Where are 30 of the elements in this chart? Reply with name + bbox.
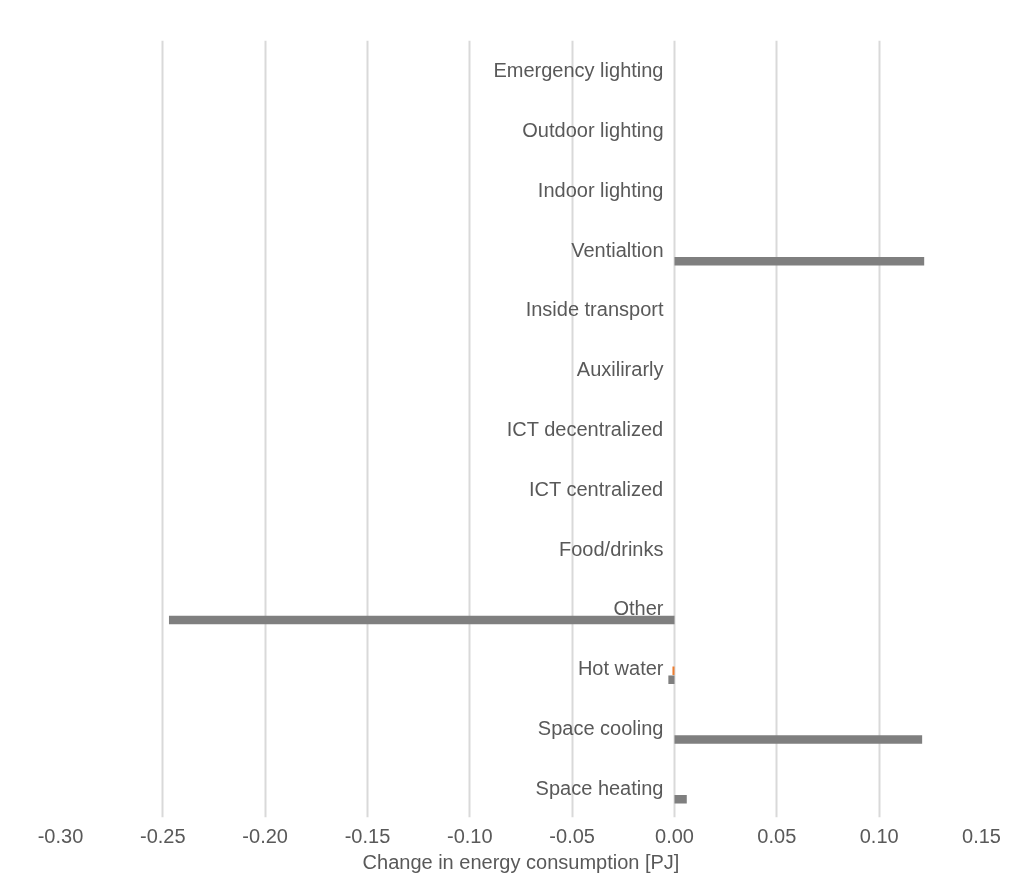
bar [168,615,675,625]
bar [674,795,687,804]
y-tick-label: Emergency lighting [493,59,664,82]
y-tick-label: Auxilirarly [576,358,664,381]
bar [674,735,923,744]
x-axis-title: Change in energy consumption [PJ] [362,850,680,873]
y-tick-label: Food/drinks [559,537,664,560]
y-tick-label: ICT decentralized [506,418,664,440]
x-tick-label: -0.15 [344,824,391,847]
x-tick-label: -0.05 [549,824,595,847]
y-tick-label: Ventialtion [571,238,664,261]
y-tick-label: Hot water [577,657,664,680]
x-tick-label: -0.25 [140,824,186,847]
y-tick-label: Space cooling [537,716,664,739]
x-tick-label: 0.15 [962,824,1001,847]
x-tick-label: -0.30 [37,824,84,847]
y-tick-label: Space heating [535,776,664,799]
x-tick-label: 0.00 [655,824,694,847]
x-tick-label: -0.20 [242,824,288,847]
y-tick-label: Outdoor lighting [522,119,664,142]
y-tick-label: ICT centralized [529,477,664,500]
y-tick-label: Other [613,597,664,620]
x-tick-label: -0.10 [447,824,493,847]
x-tick-label: 0.10 [859,824,899,847]
y-tick-label: Inside transport [525,298,664,321]
y-tick-label: Indoor lighting [537,178,664,201]
bar [668,675,675,684]
bar [672,666,675,676]
x-tick-label: 0.05 [757,824,797,847]
bar [674,257,925,266]
